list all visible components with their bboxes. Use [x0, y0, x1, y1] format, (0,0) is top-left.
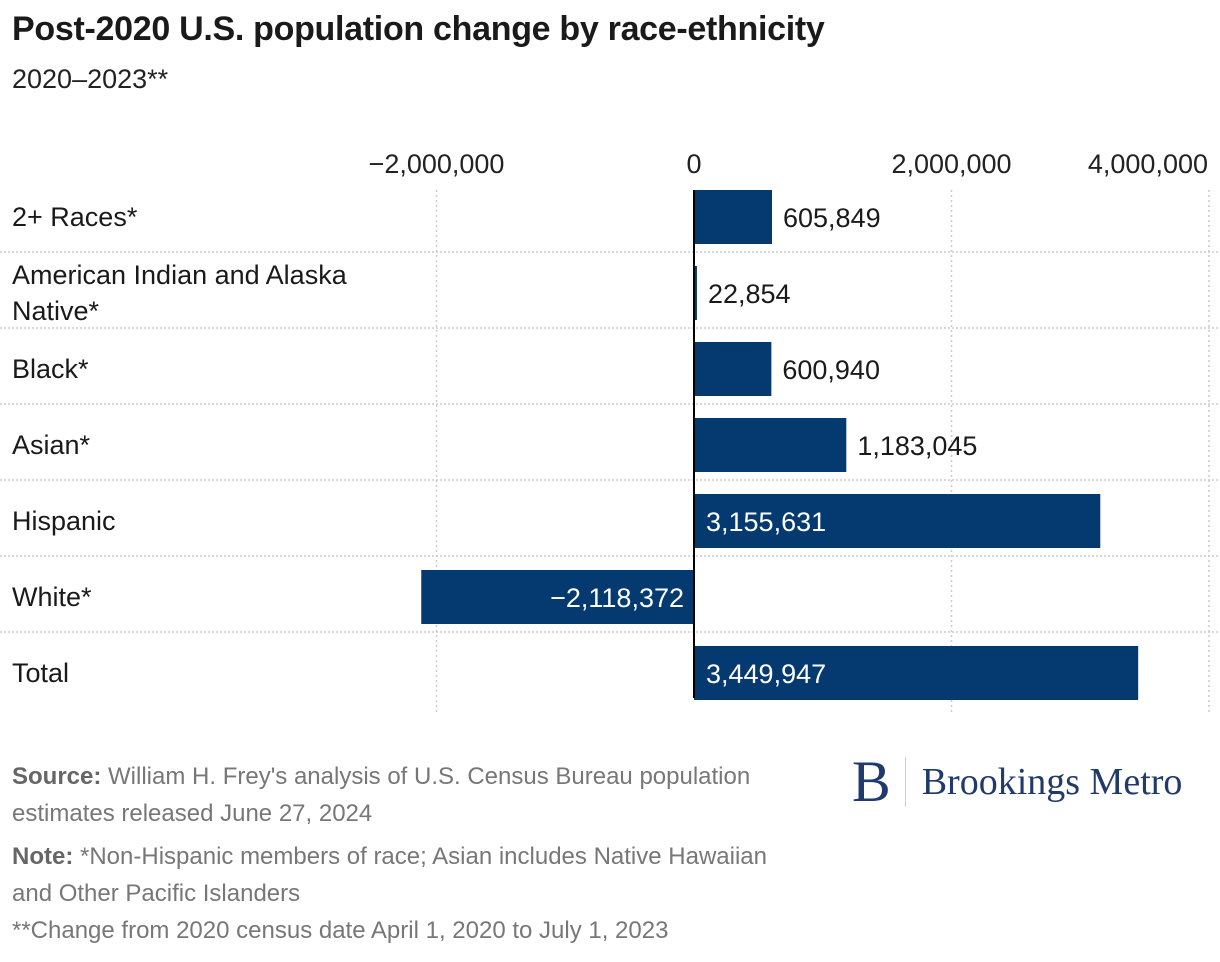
- category-label: Hispanic: [12, 506, 116, 536]
- bar: [694, 494, 1101, 548]
- note-label: Note:: [12, 843, 74, 870]
- category-label: White*: [12, 582, 92, 612]
- category-label-line: White*: [12, 582, 92, 612]
- category-label-line: Native*: [12, 296, 100, 326]
- bar: [694, 342, 772, 396]
- value-label: 1,183,045: [857, 431, 977, 461]
- value-label: 3,449,947: [706, 659, 826, 689]
- x-tick-label: 4,000,000: [1088, 149, 1208, 179]
- category-label-line: Black*: [12, 354, 89, 384]
- bar: [694, 266, 697, 320]
- category-label: American Indian and Alaska Native*: [12, 260, 348, 326]
- category-label-line: 2+ Races*: [12, 202, 138, 232]
- bar-chart: −2,000,000 0 2,000,000 4,000,000 2+ Races* A…: [0, 149, 1220, 714]
- x-tick-label: −2,000,000: [369, 149, 505, 179]
- value-label: −2,118,372: [550, 583, 684, 613]
- category-label: Asian*: [12, 430, 91, 460]
- bar: [694, 190, 773, 244]
- category-label: 2+ Races*: [12, 202, 138, 232]
- bar: [694, 418, 847, 472]
- bars: [421, 190, 1139, 700]
- bar: [694, 646, 1139, 700]
- value-label: 600,940: [782, 355, 880, 385]
- category-label-line: Total: [12, 658, 69, 688]
- chart-title: Post-2020 U.S. population change by race…: [12, 10, 825, 48]
- source-label: Source:: [12, 763, 102, 790]
- brookings-metro-logo: B Brookings Metro: [852, 752, 1182, 812]
- x-axis-ticks: −2,000,000 0 2,000,000 4,000,000: [369, 149, 1208, 179]
- logo-name: Brookings Metro: [921, 761, 1183, 803]
- value-label: 22,854: [708, 279, 791, 309]
- category-label: Total: [12, 658, 69, 688]
- value-label: 605,849: [783, 203, 881, 233]
- note-text: *Non-Hispanic members of race; Asian inc…: [12, 843, 767, 907]
- value-label: 3,155,631: [706, 507, 826, 537]
- category-label-line: Hispanic: [12, 506, 116, 536]
- value-labels: 605,849 22,854 600,940 1,183,045 3,155,631 −2…: [550, 203, 977, 689]
- category-label-line: Asian*: [12, 430, 91, 460]
- bar: [421, 570, 694, 624]
- note-2: **Change from 2020 census date April 1, …: [12, 917, 669, 944]
- source-note: Source: William H. Frey's analysis of U.…: [12, 758, 812, 832]
- category-label-line: American Indian and Alaska: [12, 260, 348, 290]
- gridlines: [0, 190, 1220, 714]
- footer: Source: William H. Frey's analysis of U.…: [12, 758, 812, 955]
- category-labels: 2+ Races* American Indian and Alaska Nativ…: [12, 202, 348, 688]
- x-tick-label: 2,000,000: [891, 149, 1011, 179]
- logo-divider: [904, 757, 906, 807]
- x-tick-label: 0: [686, 149, 701, 179]
- note: Note: *Non-Hispanic members of race; Asi…: [12, 838, 812, 912]
- chart-subtitle: 2020–2023**: [12, 64, 169, 94]
- brookings-b-icon: B: [852, 749, 891, 814]
- category-label: Black*: [12, 354, 89, 384]
- source-text: William H. Frey's analysis of U.S. Censu…: [12, 763, 751, 827]
